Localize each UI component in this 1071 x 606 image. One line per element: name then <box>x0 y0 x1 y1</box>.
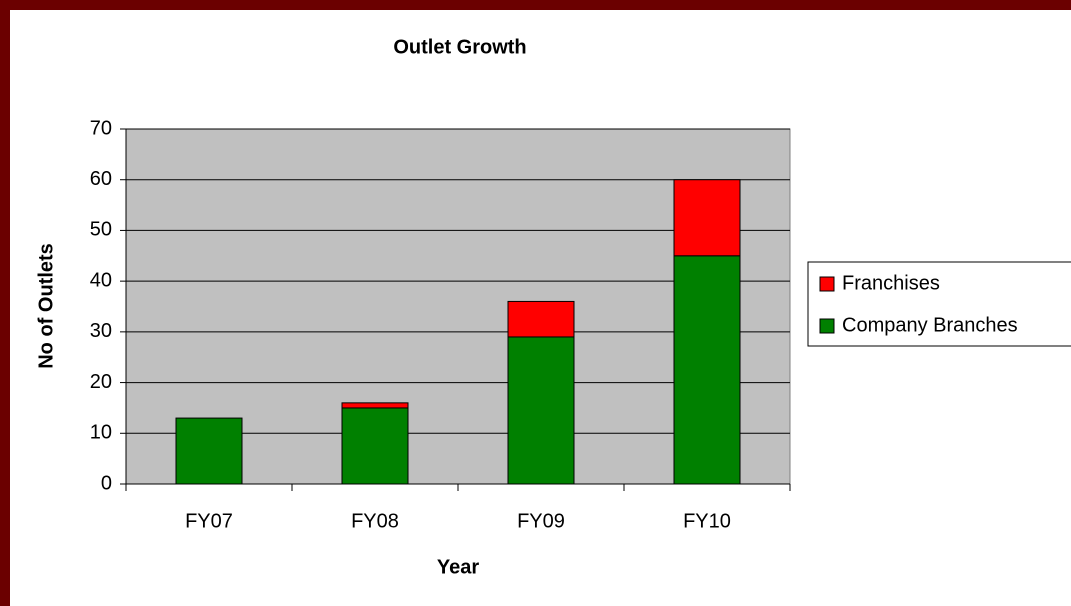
legend-label: Franchises <box>842 272 940 294</box>
x-tick-label: FY07 <box>185 510 233 532</box>
y-tick-label: 0 <box>101 472 112 494</box>
legend-label: Company Branches <box>842 314 1018 336</box>
bar-segment <box>341 407 409 485</box>
y-tick-label: 20 <box>90 371 112 393</box>
y-axis-label: No of Outlets <box>35 243 57 369</box>
bar-segment <box>341 402 409 409</box>
y-tick-label: 30 <box>90 320 112 342</box>
bar-segment <box>175 417 243 485</box>
y-tick-label: 60 <box>90 168 112 190</box>
chart-title: Outlet Growth <box>393 36 526 58</box>
bar-segment <box>673 179 741 257</box>
bar-segment <box>673 255 741 485</box>
y-tick-label: 10 <box>90 422 112 444</box>
x-tick-label: FY08 <box>351 510 399 532</box>
x-axis-label: Year <box>437 556 479 578</box>
legend <box>807 261 1071 347</box>
bar-segment <box>507 300 575 338</box>
x-tick-label: FY09 <box>517 510 565 532</box>
x-tick-label: FY10 <box>683 510 731 532</box>
legend-swatch <box>819 318 835 334</box>
y-tick-label: 50 <box>90 219 112 241</box>
legend-swatch <box>819 276 835 292</box>
y-tick-label: 40 <box>90 269 112 291</box>
y-tick-label: 70 <box>90 117 112 139</box>
bar-segment <box>507 336 575 485</box>
